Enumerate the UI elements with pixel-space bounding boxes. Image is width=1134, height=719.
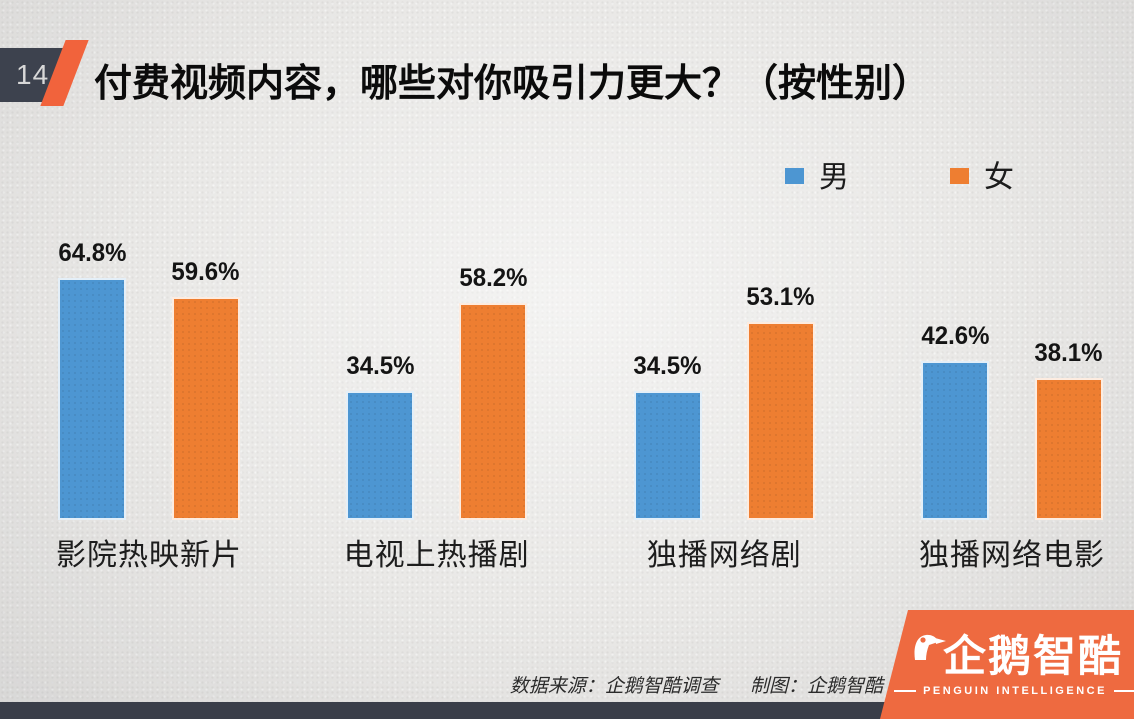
category-label: 独播网络电影 [918,539,1105,572]
bar-value-label: 59.6% [171,258,240,286]
chart-legend: 男 女 [785,152,1014,196]
bar-column-女: 59.6% [170,258,241,520]
logo-en-line-left [894,689,917,692]
bottom-bar-decoration [0,702,1134,719]
logo-cn-text: 企鹅智酷 [943,633,1123,682]
bar-男 [921,361,990,520]
legend-item-male: 男 [785,152,849,196]
bar-group: 34.5% 58.2% 电视上热播剧 [344,228,529,572]
bar-女 [171,297,240,520]
bar-value-label: 38.1% [1034,339,1103,367]
bar-column-女: 58.2% [458,264,529,520]
bar-value-label: 64.8% [58,239,127,267]
bar-group: 42.6% 38.1% 独播网络电影 [919,228,1104,572]
bar-value-label: 34.5% [346,352,415,380]
penguin-intelligence-logo: 企鹅智酷 PENGUIN INTELLIGENCE [880,610,1134,719]
page-number: 14 [16,59,50,90]
logo-en-line-right [1113,689,1134,692]
category-label: 独播网络剧 [646,539,802,572]
bar-女 [1034,378,1103,520]
penguin-icon [914,635,946,661]
bar-女 [459,303,528,520]
category-label: 电视上热播剧 [343,539,530,572]
category-label: 影院热映新片 [56,539,242,572]
logo-en-row: PENGUIN INTELLIGENCE [894,685,1134,697]
logo-cn-row: 企鹅智酷 [907,634,1123,681]
bar-column-男: 34.5% [345,352,416,520]
bar-column-男: 64.8% [57,239,128,520]
data-source-text: 数据来源：企鹅智酷调查 [509,676,719,697]
bar-group: 64.8% 59.6% 影院热映新片 [56,228,241,572]
grouped-bar-chart: 64.8% 59.6% 影院热映新片 34.5% 58.2% 电视上热播剧 34.5% 53.… [56,228,1104,572]
bar-男 [346,391,415,520]
bar-column-男: 34.5% [632,352,703,520]
bar-column-女: 38.1% [1033,339,1104,520]
chart-credit-text: 制图：企鹅智酷 [749,676,883,697]
legend-label-female: 女 [984,161,1014,194]
bar-男 [633,391,702,520]
data-source-line: 数据来源：企鹅智酷调查 制图：企鹅智酷 [510,671,883,698]
logo-en-text: PENGUIN INTELLIGENCE [923,684,1107,697]
bar-value-label: 34.5% [633,352,702,380]
male-color-swatch [785,168,804,184]
bar-value-label: 42.6% [921,322,990,350]
bar-column-女: 53.1% [745,283,816,520]
legend-label-male: 男 [819,161,849,194]
bar-男 [58,278,127,520]
bar-女 [746,322,815,520]
bar-group: 34.5% 53.1% 独播网络剧 [632,228,816,572]
legend-item-female: 女 [950,152,1014,196]
female-color-swatch [950,168,969,184]
bar-value-label: 53.1% [746,283,815,311]
bar-value-label: 58.2% [459,264,528,292]
bar-column-男: 42.6% [920,322,991,520]
slide-title: 付费视频内容，哪些对你吸引力更大？（按性别） [94,63,931,105]
